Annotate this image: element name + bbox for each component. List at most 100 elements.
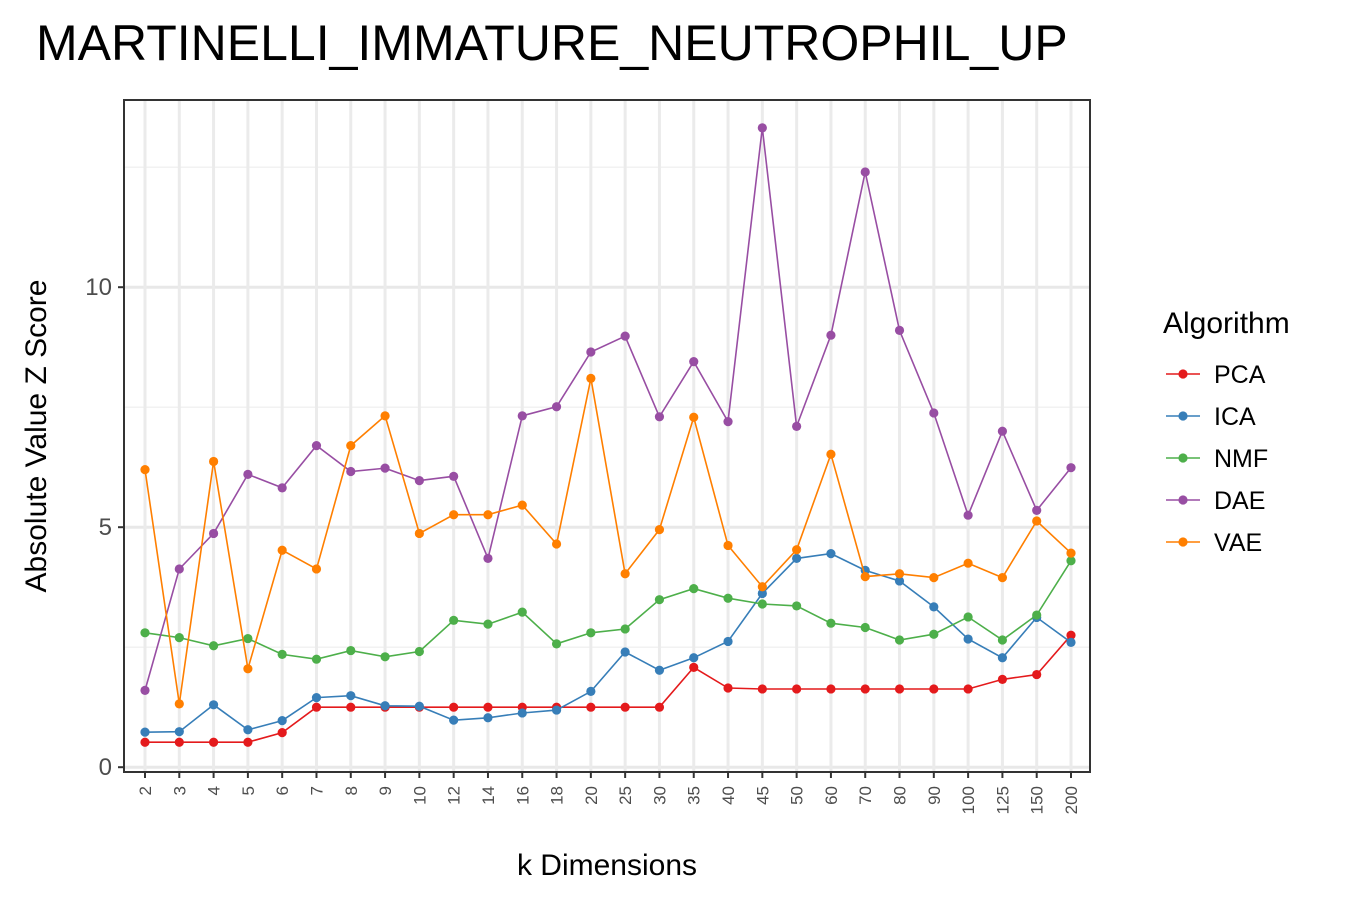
series-line-nmf	[144, 560, 1072, 661]
data-point	[586, 702, 596, 712]
x-tick-label: 150	[1028, 786, 1047, 814]
data-point	[1066, 548, 1076, 558]
data-point	[174, 737, 184, 747]
data-point	[792, 545, 802, 555]
data-point	[311, 441, 322, 451]
data-point	[311, 654, 322, 664]
data-point	[174, 633, 184, 643]
data-point	[1032, 505, 1042, 515]
data-point	[346, 691, 356, 701]
data-point	[723, 540, 733, 551]
x-tick-label: 30	[650, 786, 669, 805]
data-point	[517, 411, 527, 421]
data-point	[483, 619, 493, 629]
x-tick-label: 2	[136, 786, 155, 795]
legend-key-point	[1178, 537, 1188, 547]
y-axis-label: Absolute Value Z Score	[20, 280, 53, 593]
x-tick-label: 40	[719, 786, 738, 805]
data-point	[449, 615, 459, 625]
data-point	[757, 588, 767, 599]
x-tick-label: 35	[685, 786, 704, 805]
data-point	[208, 528, 219, 539]
data-point	[140, 727, 150, 737]
data-point	[243, 725, 253, 735]
data-point	[243, 469, 253, 479]
data-point	[517, 708, 527, 718]
legend-label: VAE	[1214, 529, 1262, 557]
x-tick-label: 18	[548, 786, 567, 805]
data-point	[243, 737, 253, 747]
data-point	[1032, 610, 1042, 620]
data-point	[689, 584, 699, 594]
data-point	[929, 629, 939, 639]
x-tick-label: 10	[410, 786, 429, 805]
legend-key-point	[1178, 453, 1188, 463]
series-layer	[140, 123, 1076, 747]
data-point	[380, 701, 390, 711]
x-tick-label: 45	[753, 786, 772, 805]
data-point	[894, 325, 905, 335]
data-point	[929, 602, 939, 612]
data-point	[346, 645, 356, 656]
data-point	[1032, 669, 1042, 680]
data-point	[860, 622, 870, 633]
series-line-vae	[144, 378, 1072, 704]
data-point	[860, 167, 870, 177]
data-point	[997, 573, 1008, 583]
data-point	[1032, 516, 1042, 526]
data-point	[723, 593, 733, 603]
data-point	[1066, 463, 1076, 473]
x-tick-label: 6	[273, 786, 292, 795]
legend-item-vae: VAE	[1166, 529, 1262, 557]
data-point	[483, 702, 493, 712]
data-point	[380, 463, 390, 473]
data-point	[894, 576, 905, 586]
data-point	[243, 664, 253, 674]
series-pca	[140, 630, 1076, 747]
data-point	[689, 653, 699, 663]
data-point	[449, 510, 459, 520]
data-point	[517, 607, 527, 617]
series-vae	[140, 373, 1076, 709]
legend-key-point	[1178, 411, 1188, 421]
data-point	[963, 558, 973, 568]
data-point	[620, 331, 630, 341]
data-point	[483, 713, 493, 723]
data-point	[586, 628, 596, 638]
data-point	[414, 476, 424, 486]
data-point	[792, 684, 802, 694]
x-tick-label: 200	[1062, 786, 1081, 814]
data-point	[311, 702, 322, 712]
data-point	[346, 466, 356, 477]
legend-label: PCA	[1214, 361, 1266, 389]
data-point	[757, 599, 767, 609]
data-point	[654, 595, 665, 605]
data-point	[757, 582, 767, 592]
data-point	[689, 412, 699, 422]
data-point	[140, 737, 150, 747]
x-tick-label: 3	[170, 786, 189, 795]
data-point	[929, 684, 939, 694]
data-point	[551, 402, 562, 412]
data-point	[894, 569, 905, 579]
data-point	[997, 426, 1008, 436]
data-point	[997, 674, 1008, 684]
data-point	[380, 652, 390, 662]
data-point	[380, 411, 390, 421]
plot-panel-border	[123, 99, 1091, 773]
data-point	[894, 684, 905, 694]
y-tick-label: 0	[99, 754, 112, 781]
data-point	[1066, 556, 1076, 566]
data-point	[929, 573, 939, 583]
legend-item-ica: ICA	[1166, 403, 1256, 431]
legend-label: DAE	[1214, 487, 1265, 515]
data-point	[277, 728, 287, 738]
data-point	[586, 686, 596, 696]
y-tick-label: 5	[99, 514, 112, 541]
legend-key-point	[1178, 495, 1188, 505]
x-tick-label: 20	[582, 786, 601, 805]
data-point	[792, 601, 802, 611]
chart-title: MARTINELLI_IMMATURE_NEUTROPHIL_UP	[36, 15, 1068, 71]
